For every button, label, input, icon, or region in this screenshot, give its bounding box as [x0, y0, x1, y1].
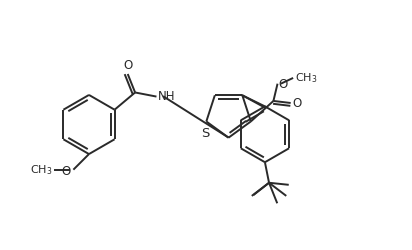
Text: O: O	[123, 58, 132, 71]
Text: CH$_3$: CH$_3$	[295, 71, 317, 85]
Text: O: O	[293, 97, 302, 110]
Text: CH$_3$: CH$_3$	[30, 163, 52, 176]
Text: O: O	[61, 165, 70, 178]
Text: NH: NH	[158, 90, 176, 102]
Text: O: O	[279, 78, 288, 91]
Text: S: S	[201, 127, 210, 140]
